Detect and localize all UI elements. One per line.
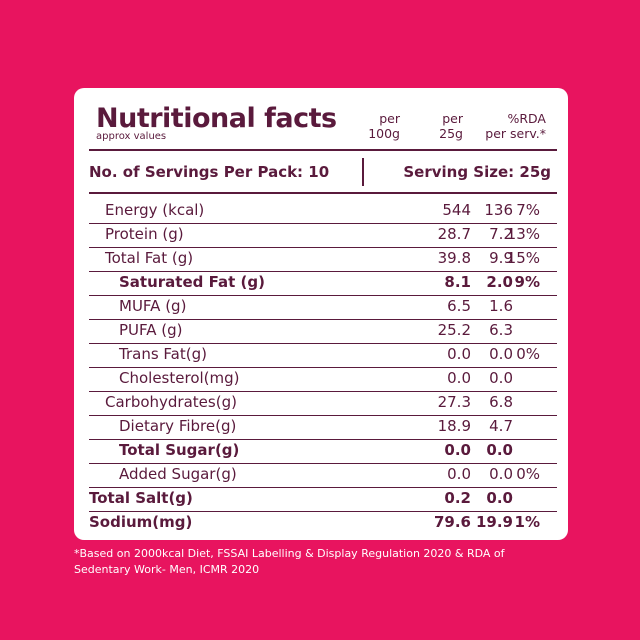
row-label: Total Salt(g) bbox=[89, 489, 193, 507]
row-value-per-25g: 0.0 bbox=[486, 489, 513, 507]
row-label: Cholesterol(mg) bbox=[119, 369, 240, 387]
row-value-per-25g: 2.0 bbox=[486, 273, 513, 291]
row-value-per-25g: 6.8 bbox=[489, 393, 513, 411]
row-label: Energy (kcal) bbox=[105, 201, 205, 219]
row-label: Added Sugar(g) bbox=[119, 465, 237, 483]
table-row-carbohydrates: Carbohydrates(g) 27.3 6.8 bbox=[89, 391, 557, 416]
row-value-rda: 1% bbox=[514, 513, 540, 531]
column-header-per-25g: per 25g bbox=[420, 111, 463, 141]
panel-subtitle: approx values bbox=[96, 131, 167, 142]
column-header-per-100g: per 100g bbox=[352, 111, 400, 141]
column-header-rda-line1: %RDA bbox=[507, 111, 546, 126]
row-value-per-25g: 0.0 bbox=[489, 345, 513, 363]
row-value-rda: 13% bbox=[506, 225, 540, 243]
column-header-per-25g-line1: per bbox=[442, 111, 463, 126]
footnote: *Based on 2000kcal Diet, FSSAI Labelling… bbox=[74, 547, 505, 576]
row-value-per-100g: 0.0 bbox=[447, 369, 471, 387]
table-row-pufa: PUFA (g) 25.2 6.3 bbox=[89, 319, 557, 344]
row-value-per-25g: 6.3 bbox=[489, 321, 513, 339]
row-label: MUFA (g) bbox=[119, 297, 187, 315]
row-value-rda: 9% bbox=[514, 273, 540, 291]
row-value-per-100g: 8.1 bbox=[444, 273, 471, 291]
row-label: PUFA (g) bbox=[119, 321, 183, 339]
row-value-per-25g: 19.9 bbox=[475, 513, 513, 531]
table-row-sodium: Sodium(mg) 79.6 19.9 1% bbox=[89, 511, 557, 535]
header-divider bbox=[89, 149, 557, 151]
table-row-mufa: MUFA (g) 6.5 1.6 bbox=[89, 295, 557, 320]
nutrition-card bbox=[74, 88, 568, 540]
row-value-rda: 7% bbox=[516, 201, 540, 219]
row-value-per-25g: 9.9 bbox=[489, 249, 513, 267]
row-value-rda: 15% bbox=[506, 249, 540, 267]
row-value-per-100g: 79.6 bbox=[433, 513, 471, 531]
row-value-per-100g: 6.5 bbox=[447, 297, 471, 315]
column-header-per-25g-line2: 25g bbox=[439, 126, 463, 141]
row-value-per-25g: 0.0 bbox=[489, 369, 513, 387]
row-label: Trans Fat(g) bbox=[119, 345, 207, 363]
row-value-per-100g: 28.7 bbox=[437, 225, 471, 243]
row-value-per-100g: 27.3 bbox=[437, 393, 471, 411]
table-row-total-sugar: Total Sugar(g) 0.0 0.0 bbox=[89, 439, 557, 464]
row-value-per-100g: 25.2 bbox=[437, 321, 471, 339]
column-header-rda-line2: per serv.* bbox=[485, 126, 546, 141]
row-value-rda: 0% bbox=[516, 465, 540, 483]
table-row-saturated-fat: Saturated Fat (g) 8.1 2.0 9% bbox=[89, 271, 557, 296]
row-label: Sodium(mg) bbox=[89, 513, 193, 531]
row-value-per-25g: 136 bbox=[484, 201, 513, 219]
serving-size: Serving Size: 25g bbox=[403, 163, 551, 181]
row-value-per-25g: 0.0 bbox=[489, 465, 513, 483]
row-value-per-100g: 39.8 bbox=[437, 249, 471, 267]
row-label: Protein (g) bbox=[105, 225, 184, 243]
row-value-per-100g: 544 bbox=[442, 201, 471, 219]
table-row-trans-fat: Trans Fat(g) 0.0 0.0 0% bbox=[89, 343, 557, 368]
row-value-per-25g: 0.0 bbox=[486, 441, 513, 459]
column-header-rda: %RDA per serv.* bbox=[470, 111, 546, 141]
row-label: Dietary Fibre(g) bbox=[119, 417, 237, 435]
panel-title: Nutritional facts bbox=[96, 103, 337, 134]
row-label: Saturated Fat (g) bbox=[119, 273, 265, 291]
row-value-per-25g: 4.7 bbox=[489, 417, 513, 435]
servings-per-pack: No. of Servings Per Pack: 10 bbox=[89, 163, 330, 181]
servings-divider bbox=[362, 158, 364, 186]
servings-divider-bottom bbox=[89, 192, 557, 194]
row-value-per-100g: 18.9 bbox=[437, 417, 471, 435]
column-header-per-100g-line2: 100g bbox=[368, 126, 400, 141]
row-value-per-100g: 0.2 bbox=[444, 489, 471, 507]
column-header-per-100g-line1: per bbox=[379, 111, 400, 126]
row-value-per-25g: 7.2 bbox=[489, 225, 513, 243]
row-label: Total Sugar(g) bbox=[119, 441, 240, 459]
table-row-energy: Energy (kcal) 544 136 7% bbox=[89, 199, 557, 224]
table-row-total-fat: Total Fat (g) 39.8 9.9 15% bbox=[89, 247, 557, 272]
table-row-cholesterol: Cholesterol(mg) 0.0 0.0 bbox=[89, 367, 557, 392]
row-value-per-25g: 1.6 bbox=[489, 297, 513, 315]
table-row-dietary-fibre: Dietary Fibre(g) 18.9 4.7 bbox=[89, 415, 557, 440]
row-value-rda: 0% bbox=[516, 345, 540, 363]
row-value-per-100g: 0.0 bbox=[447, 345, 471, 363]
table-row-total-salt: Total Salt(g) 0.2 0.0 bbox=[89, 487, 557, 512]
row-value-per-100g: 0.0 bbox=[444, 441, 471, 459]
row-label: Carbohydrates(g) bbox=[105, 393, 237, 411]
table-row-added-sugar: Added Sugar(g) 0.0 0.0 0% bbox=[89, 463, 557, 488]
row-value-per-100g: 0.0 bbox=[447, 465, 471, 483]
row-label: Total Fat (g) bbox=[105, 249, 194, 267]
table-row-protein: Protein (g) 28.7 7.2 13% bbox=[89, 223, 557, 248]
